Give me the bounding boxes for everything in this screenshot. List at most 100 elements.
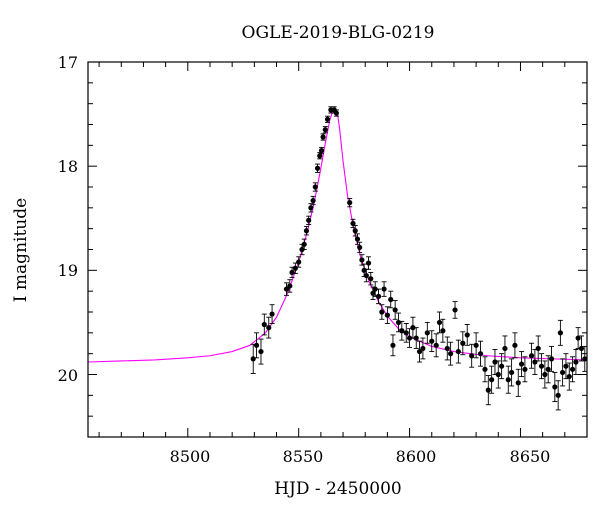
data-point — [528, 353, 535, 359]
y-tick-label-17: 17 — [58, 53, 78, 72]
data-point — [522, 366, 528, 372]
data-point — [266, 325, 272, 331]
data-point — [357, 244, 363, 251]
data-point — [492, 359, 498, 365]
x-tick-label-8600: 8600 — [396, 447, 437, 466]
data-point — [532, 359, 538, 365]
data-point — [289, 269, 295, 276]
data-point — [433, 342, 439, 348]
y-tick-label-18: 18 — [58, 157, 78, 176]
data-point — [555, 392, 561, 398]
data-point — [306, 217, 312, 223]
data-point — [320, 134, 326, 140]
data-point — [542, 371, 548, 378]
data-point — [413, 335, 419, 341]
data-point — [368, 276, 374, 282]
data-point — [253, 342, 260, 348]
data-point — [538, 363, 545, 369]
data-point — [403, 330, 409, 336]
model-curve — [87, 106, 588, 363]
data-point — [370, 290, 376, 296]
data-point — [392, 307, 398, 313]
data-point — [515, 380, 521, 386]
x-tick-label-8650: 8650 — [510, 447, 551, 466]
y-tick-label-19: 19 — [58, 261, 78, 280]
data-point — [406, 335, 413, 341]
data-point — [508, 369, 515, 376]
data-point — [535, 345, 541, 352]
data-point — [308, 205, 314, 211]
data-point — [381, 286, 387, 292]
data-point — [552, 384, 558, 390]
data-point — [499, 363, 505, 369]
model-curve-layer — [87, 106, 588, 363]
data-point — [322, 127, 328, 133]
data-point — [518, 361, 525, 367]
data-point — [269, 311, 275, 317]
x-tick-label-8500: 8500 — [170, 447, 211, 466]
data-point — [388, 296, 394, 303]
data-points-layer — [250, 106, 588, 411]
data-point — [372, 286, 378, 292]
data-point — [464, 332, 470, 338]
data-point — [512, 342, 518, 348]
data-point — [410, 325, 416, 331]
data-point — [365, 260, 372, 266]
data-point — [324, 116, 331, 122]
chart-title: OGLE-2019-BLG-0219 — [242, 23, 435, 43]
plot-frame — [87, 61, 588, 438]
data-point — [375, 293, 382, 299]
data-point — [469, 353, 475, 359]
data-point — [578, 345, 585, 352]
data-point — [452, 307, 458, 313]
y-axis-label: I magnitude — [11, 198, 31, 302]
data-point — [573, 359, 579, 365]
data-point — [429, 338, 435, 344]
data-point — [310, 197, 316, 204]
data-point — [363, 272, 369, 279]
data-point — [303, 228, 310, 234]
data-point — [582, 356, 588, 362]
data-point — [354, 236, 361, 242]
data-point — [440, 328, 446, 334]
data-point — [399, 328, 405, 334]
data-point — [287, 283, 293, 289]
data-point — [489, 377, 495, 383]
data-point — [424, 330, 430, 336]
x-tick-label-8550: 8550 — [283, 447, 324, 466]
data-point — [395, 319, 402, 326]
data-point — [384, 312, 390, 318]
data-point — [318, 147, 325, 154]
data-point — [350, 220, 356, 227]
data-point — [560, 369, 566, 376]
data-point — [379, 309, 385, 315]
data-point — [505, 377, 511, 383]
data-point — [314, 165, 321, 171]
data-point — [333, 110, 339, 116]
data-point — [455, 348, 461, 355]
data-point — [485, 387, 491, 393]
data-point — [301, 241, 307, 247]
x-axis-label: HJD - 2450000 — [274, 479, 402, 499]
data-point — [258, 348, 264, 355]
data-point — [495, 371, 501, 378]
data-point — [296, 259, 302, 265]
data-point — [317, 153, 323, 159]
data-point — [359, 257, 365, 263]
data-point — [420, 345, 426, 352]
data-point — [548, 356, 555, 362]
data-point — [250, 356, 256, 362]
data-point — [283, 286, 290, 292]
y-tick-label-20: 20 — [58, 366, 78, 385]
data-point — [292, 265, 298, 271]
data-point — [482, 366, 488, 372]
data-point — [352, 228, 358, 234]
data-point — [473, 342, 479, 348]
axis-ticks — [88, 61, 588, 438]
data-point — [312, 184, 318, 190]
data-point — [569, 366, 576, 372]
data-point — [347, 200, 353, 206]
data-point — [545, 366, 551, 372]
data-point — [557, 330, 563, 336]
